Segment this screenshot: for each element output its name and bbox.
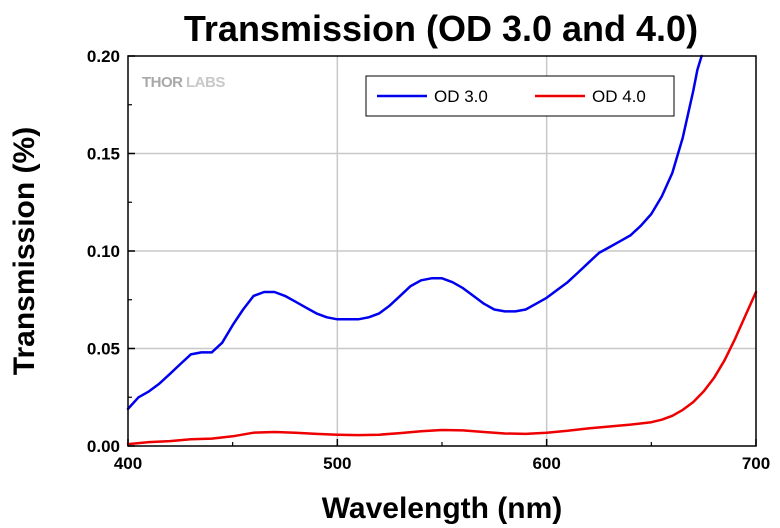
legend-label-od30: OD 3.0: [434, 87, 488, 106]
y-tick-label: 0.00: [87, 437, 120, 456]
grid-lines: [128, 56, 756, 446]
axis-ticks: 400 500 600 700 0.00 0.05 0.10 0.15 0.20: [87, 47, 770, 473]
legend: OD 3.0 OD 4.0: [365, 75, 675, 117]
x-tick-label: 500: [323, 454, 351, 473]
watermark-thor: THOR: [142, 74, 183, 91]
y-axis-label: Transmission (%): [8, 127, 41, 375]
y-tick-label: 0.05: [87, 340, 120, 359]
series-line-0: [126, 54, 703, 411]
series-line-1: [126, 290, 758, 446]
y-tick-label: 0.10: [87, 242, 120, 261]
y-tick-label: 0.20: [87, 47, 120, 66]
legend-label-od40: OD 4.0: [592, 87, 646, 106]
series-lines: [126, 54, 758, 446]
y-tick-label: 0.15: [87, 145, 120, 164]
chart-title: Transmission (OD 3.0 and 4.0): [184, 8, 698, 49]
x-axis-label: Wavelength (nm): [322, 492, 563, 525]
x-tick-label: 600: [532, 454, 560, 473]
watermark-labs: LABS: [186, 74, 225, 91]
x-tick-label: 700: [742, 454, 770, 473]
x-tick-label: 400: [114, 454, 142, 473]
